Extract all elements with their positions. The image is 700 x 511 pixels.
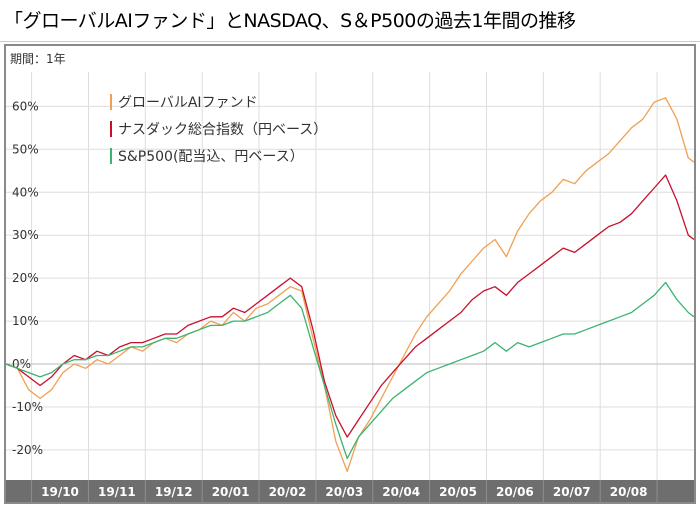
y-tick-label: 0%: [12, 357, 31, 371]
x-tick-label: 19/12: [155, 485, 193, 499]
series-line-0: [5, 97, 695, 473]
legend-label-2: S&P500(配当込、円ベース）: [118, 149, 304, 165]
x-axis-labels: 19/10 19/11 19/12 20/01 20/02 20/03 20/04 20/05…: [31, 480, 658, 502]
x-tick-label: 20/03: [325, 485, 363, 499]
x-tick-label: 19/11: [98, 485, 136, 499]
x-tick-label: 19/10: [41, 485, 79, 499]
x-tick-label: 20/04: [382, 485, 420, 499]
x-tick-label: 20/08: [610, 485, 648, 499]
y-tick-label: -10%: [12, 400, 43, 414]
y-tick-label: 60%: [12, 99, 39, 113]
title-divider: [0, 41, 700, 42]
y-tick-label: 40%: [12, 185, 39, 199]
vertical-gridlines: [31, 72, 658, 480]
legend-swatch-1: [110, 121, 112, 137]
y-tick-label: 50%: [12, 142, 39, 156]
x-tick-label: 20/05: [439, 485, 477, 499]
x-tick-label: 20/02: [269, 485, 307, 499]
x-tick-label: 20/07: [553, 485, 591, 499]
x-axis-bar: [6, 480, 694, 502]
x-tick-label: 20/01: [212, 485, 250, 499]
series-lines: [5, 97, 695, 473]
series-line-2: [5, 281, 695, 460]
y-tick-label: 20%: [12, 271, 39, 285]
legend-swatch-0: [110, 94, 112, 110]
period-label: 期間：1年: [10, 52, 66, 66]
legend-swatch-2: [110, 148, 112, 164]
chart-title: 「グローバルAIファンド」とNASDAQ、S＆P500の過去1年間の推移: [4, 10, 576, 32]
y-tick-label: -20%: [12, 443, 43, 457]
horizontal-gridlines: [6, 105, 694, 451]
y-axis-labels: -20% -10% 0% 10% 20% 30% 40% 50% 60%: [12, 99, 43, 457]
y-tick-label: 10%: [12, 314, 39, 328]
x-tick-label: 20/06: [496, 485, 534, 499]
legend-label-0: グローバルAIファンド: [118, 95, 258, 111]
series-line-1: [5, 174, 695, 438]
plot-area: [6, 72, 694, 480]
legend-label-1: ナスダック総合指数（円ベース）: [118, 122, 327, 138]
y-tick-label: 30%: [12, 228, 39, 242]
